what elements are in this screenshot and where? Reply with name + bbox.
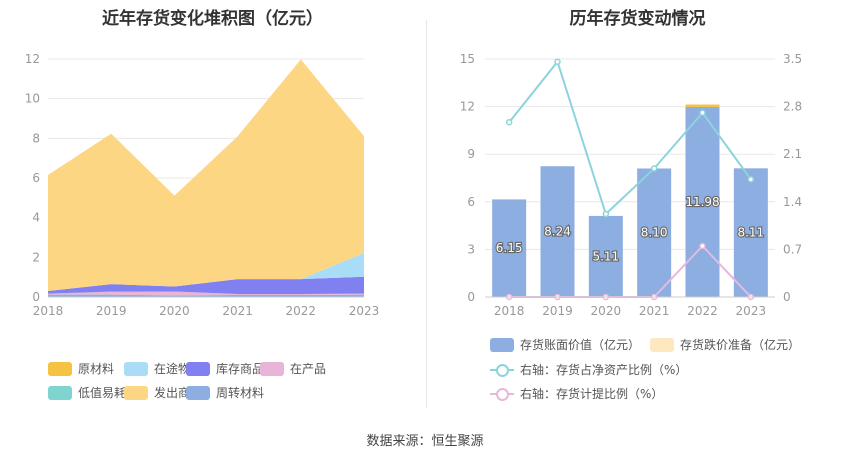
legend-line-swatch <box>490 387 514 401</box>
legend-label: 在产品 <box>290 362 327 376</box>
bar-value-label: 11.98 <box>685 195 719 209</box>
bar-value-label: 8.24 <box>544 225 571 239</box>
bar <box>685 106 720 298</box>
line-point <box>554 58 561 65</box>
bar-value-label: 8.10 <box>641 226 668 240</box>
y2-tick-label: 2.8 <box>783 100 802 114</box>
line-point <box>699 242 706 250</box>
line-point <box>602 210 610 218</box>
x-tick-label: 2022 <box>286 304 317 318</box>
x-tick-label: 2018 <box>494 304 525 318</box>
legend-label: 低值易耗品 <box>78 386 139 400</box>
legend-item[interactable]: 存货账面价值（亿元） <box>490 336 640 353</box>
bar-value-label: 8.11 <box>737 226 764 240</box>
bar <box>637 168 672 297</box>
x-tick-label: 2022 <box>687 304 718 318</box>
bar <box>540 166 575 297</box>
y-tick-label: 4 <box>32 211 40 225</box>
y-tick-label: 3 <box>467 242 475 256</box>
area-series <box>48 276 364 295</box>
left-chart-title: 近年存货变化堆积图（亿元） <box>102 9 323 29</box>
legend-item[interactable]: 右轴：存货计提比例（%） <box>490 385 663 402</box>
legend-label: 右轴：存货计提比例（%） <box>520 387 664 401</box>
y-tick-label: 15 <box>460 52 475 66</box>
y2-tick-label: 1.4 <box>783 195 802 209</box>
x-tick-label: 2023 <box>349 304 380 318</box>
legend-swatch <box>490 337 514 352</box>
legend-item[interactable]: 周转材料 <box>186 384 264 401</box>
legend-label: 存货跌价准备（亿元） <box>680 338 801 352</box>
legend-swatch <box>260 361 284 376</box>
legend-swatch <box>124 361 148 376</box>
bar-value-label: 6.15 <box>496 241 523 255</box>
area-series <box>48 294 364 297</box>
line-series <box>508 59 752 216</box>
bar-line-chart: 0 0 3 0.7 6 1.4 9 2.1 12 2.8 15 3.5 6.15 8.24 5.11 8.10… <box>460 52 802 318</box>
legend-label: 库存商品 <box>216 362 265 376</box>
legend-item[interactable]: 在产品 <box>260 360 326 377</box>
legend-label: 右轴：存货占净资产比例（%） <box>520 363 688 377</box>
line-point <box>650 165 658 172</box>
y-tick-label: 0 <box>32 290 40 304</box>
area-series <box>48 291 364 296</box>
x-tick-label: 2021 <box>222 304 253 318</box>
legend-item[interactable]: 原材料 <box>48 360 114 377</box>
bar <box>492 199 527 297</box>
data-source: 数据来源：恒生聚源 <box>366 434 484 449</box>
y-tick-label: 0 <box>467 290 475 304</box>
provision-bar <box>685 104 720 107</box>
bar <box>588 215 623 297</box>
legend-swatch <box>48 361 72 376</box>
y2-tick-label: 0.7 <box>783 242 802 256</box>
y-tick-label: 12 <box>25 52 40 66</box>
legend-item[interactable]: 低值易耗品 <box>48 384 138 401</box>
y2-tick-label: 3.5 <box>783 52 802 66</box>
line-point <box>699 109 706 116</box>
legend-label: 周转材料 <box>216 386 265 400</box>
x-tick-label: 2020 <box>159 304 190 318</box>
legend-swatch <box>650 337 674 352</box>
chart-divider <box>426 20 427 408</box>
right-chart-title: 历年存货变动情况 <box>569 9 706 29</box>
line-point <box>505 118 513 126</box>
legend-swatch <box>186 361 210 376</box>
y2-tick-label: 0 <box>783 290 791 304</box>
legend-label: 原材料 <box>78 362 115 376</box>
x-tick-label: 2018 <box>33 304 64 318</box>
bar-value-label: 5.11 <box>592 249 619 263</box>
legend-swatch <box>48 385 72 400</box>
legend-item[interactable]: 存货跌价准备（亿元） <box>650 336 800 353</box>
y-tick-label: 10 <box>25 92 40 106</box>
x-tick-label: 2019 <box>542 304 573 318</box>
area-series <box>48 59 364 292</box>
x-tick-label: 2019 <box>96 304 127 318</box>
y-tick-label: 2 <box>32 250 40 264</box>
y-tick-label: 6 <box>467 195 475 209</box>
y-tick-label: 12 <box>460 100 475 114</box>
y2-tick-label: 2.1 <box>783 147 802 161</box>
bar <box>733 168 768 297</box>
y-tick-label: 9 <box>467 147 475 161</box>
legend-item[interactable]: 库存商品 <box>186 360 264 377</box>
legend-swatch <box>124 385 148 400</box>
legend-item[interactable]: 右轴：存货占净资产比例（%） <box>490 361 687 378</box>
line-point <box>747 176 755 183</box>
x-tick-label: 2023 <box>736 304 767 318</box>
legend-label: 存货账面价值（亿元） <box>520 338 641 352</box>
stacked-area-chart: 0 2 4 6 8 10 12 2018 2019 2020 2021 2022 2023 <box>25 52 380 318</box>
legend-line-swatch <box>490 363 514 377</box>
legend-swatch <box>186 385 210 400</box>
x-tick-label: 2021 <box>639 304 670 318</box>
y-tick-label: 8 <box>32 131 40 145</box>
y-tick-label: 6 <box>32 171 40 185</box>
x-tick-label: 2020 <box>591 304 622 318</box>
